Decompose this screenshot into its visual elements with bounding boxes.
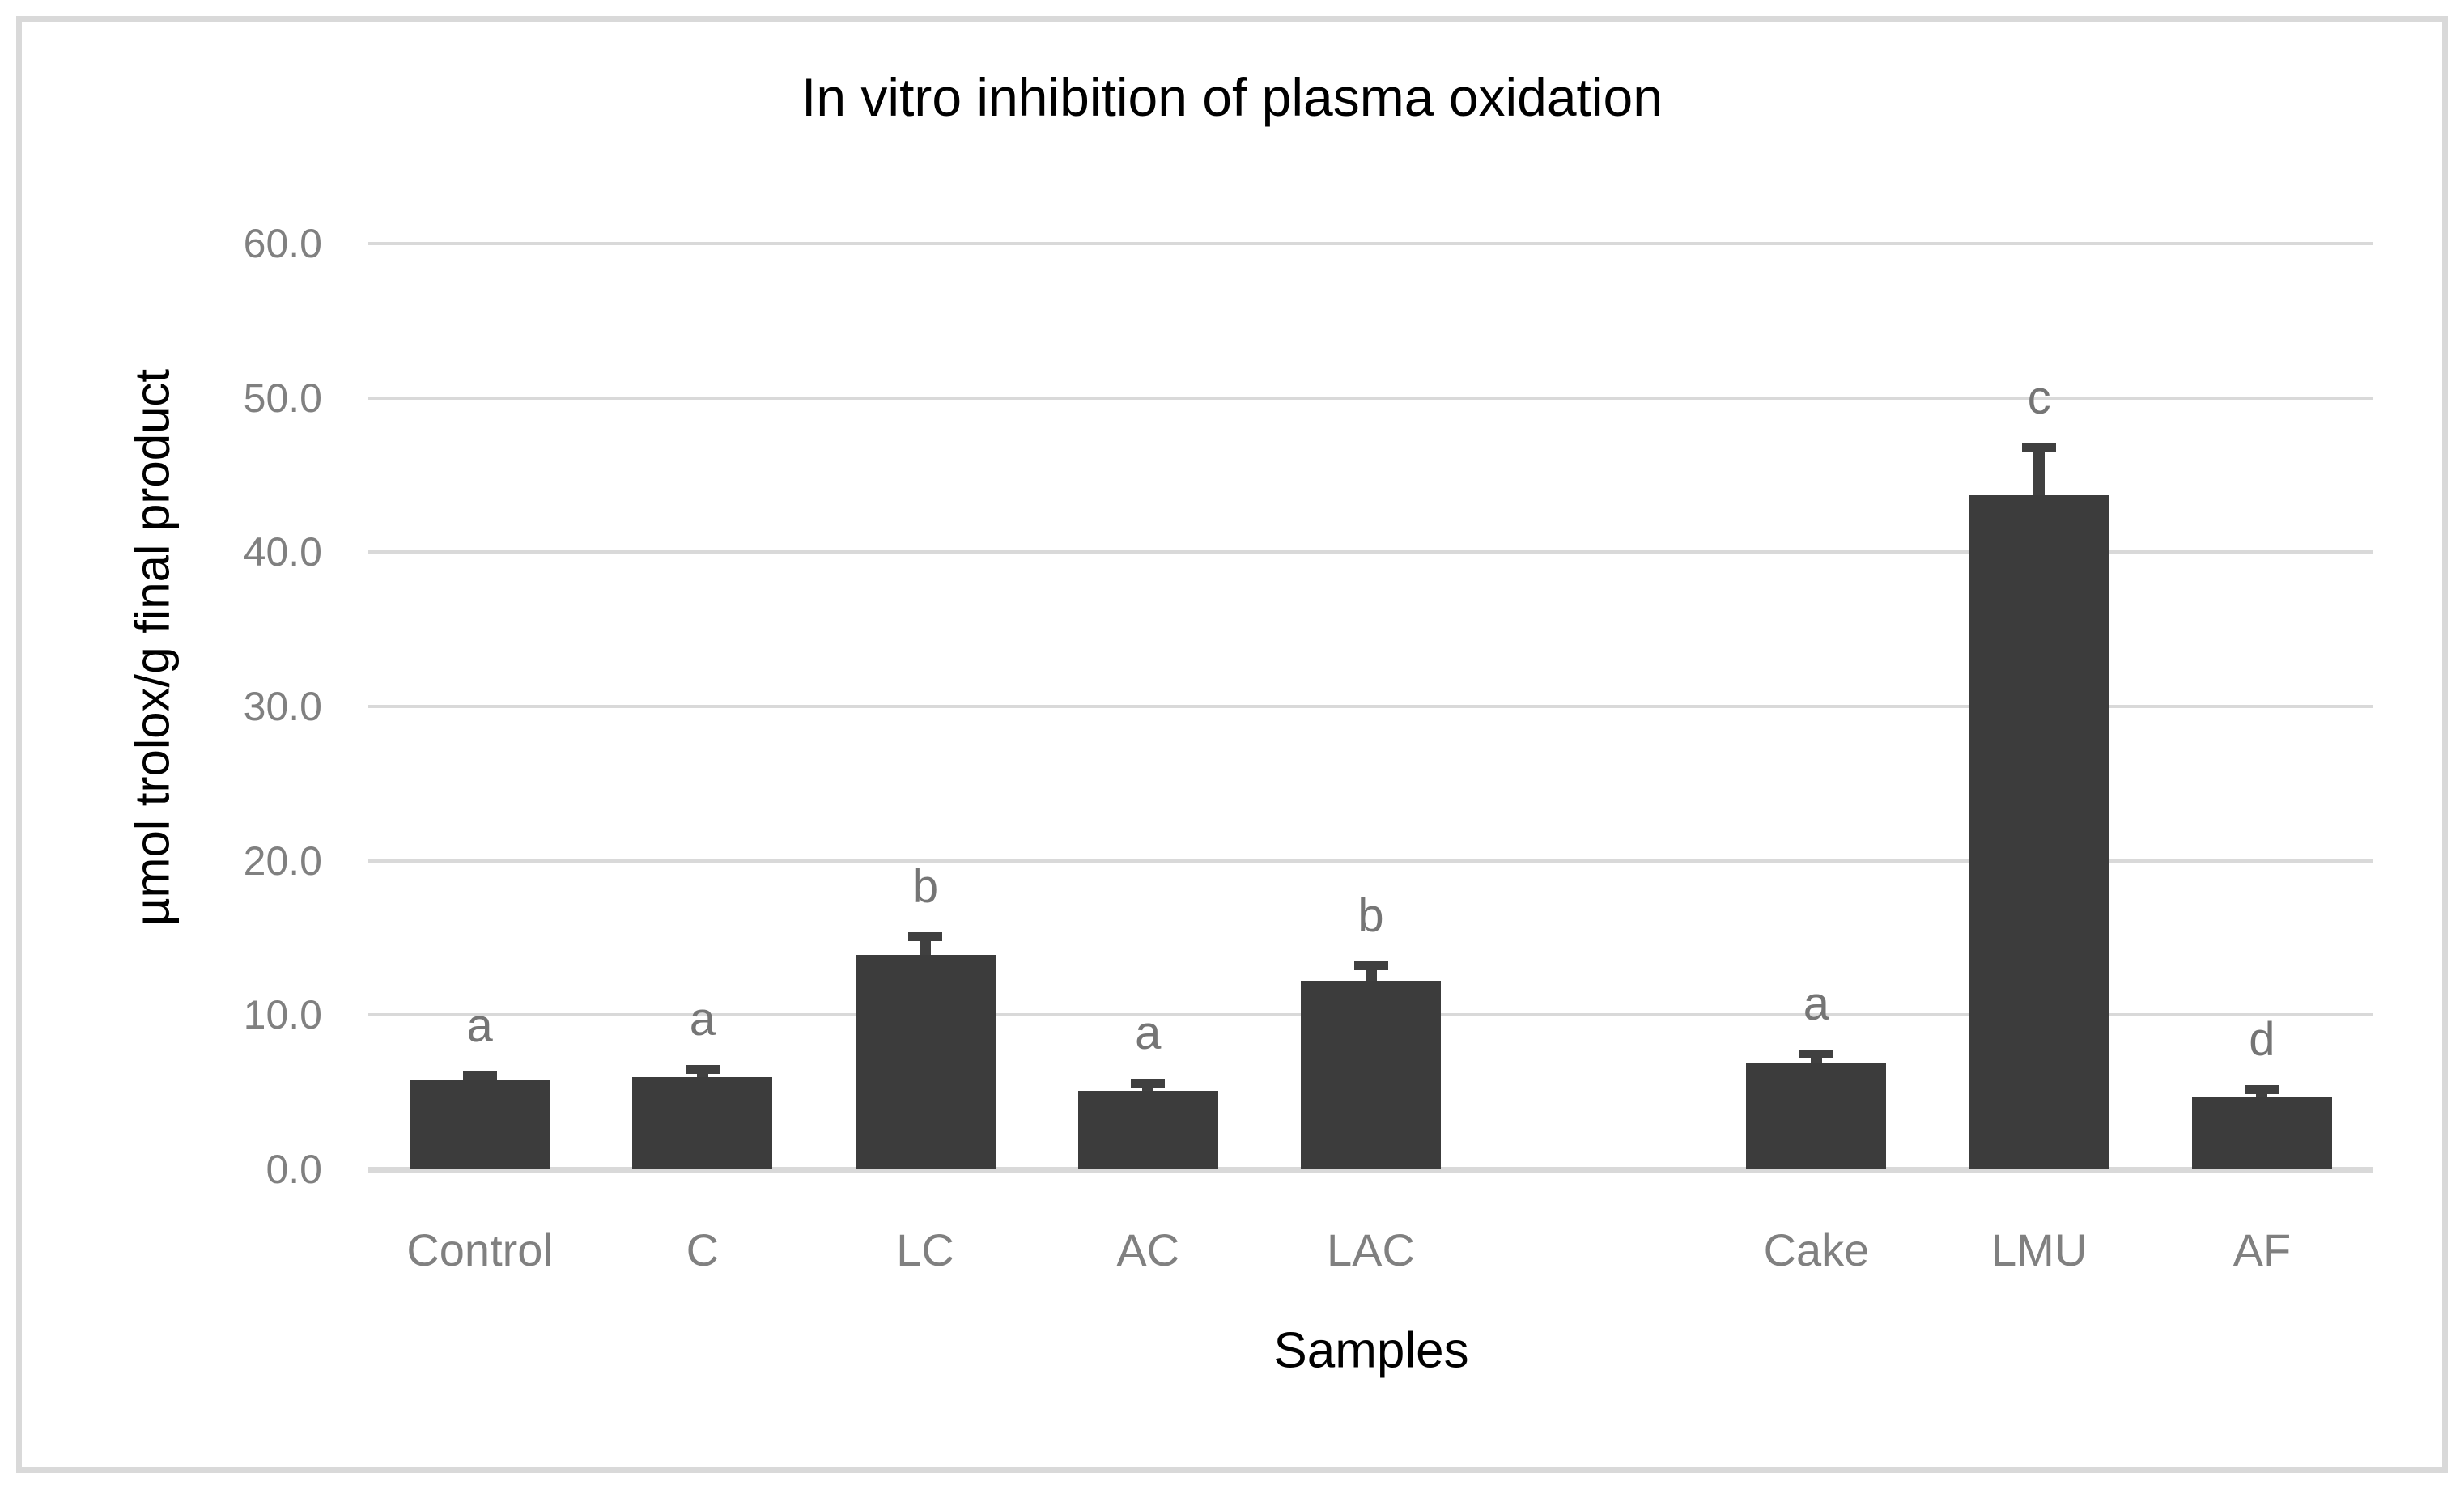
x-tick-label: LAC (1327, 1224, 1415, 1275)
y-tick-label: 20.0 (243, 838, 322, 884)
significance-letter: b (911, 860, 939, 914)
gridline (368, 859, 2373, 863)
x-tick-label: Control (406, 1224, 553, 1275)
gridline (368, 396, 2373, 400)
x-tick-label: LC (896, 1224, 954, 1275)
significance-letter: a (1803, 978, 1830, 1030)
bar-cake (1746, 1063, 1887, 1169)
x-tick-label: AF (2232, 1224, 2292, 1275)
error-bar-cap (1799, 1050, 1833, 1058)
significance-letter: a (689, 993, 716, 1046)
error-bar-cap (1131, 1079, 1166, 1088)
chart-title: In vitro inhibition of plasma oxidation (801, 67, 1663, 127)
x-axis-line (368, 1167, 2373, 1173)
x-tick-label: AC (1116, 1224, 1180, 1275)
bar-control (410, 1080, 550, 1169)
bar-lac (1301, 981, 1441, 1169)
y-tick-label: 30.0 (243, 684, 322, 729)
bar-lc (855, 954, 996, 1169)
error-bar-cap (908, 932, 943, 942)
gridline (368, 242, 2373, 245)
y-tick-label: 10.0 (243, 992, 322, 1038)
significance-letter: b (1357, 889, 1384, 943)
bar-c (632, 1076, 773, 1169)
bar-lmu (1969, 494, 2109, 1169)
x-tick-label: LMU (1991, 1224, 2088, 1275)
error-bar-cap (1353, 961, 1388, 971)
x-tick-label: Cake (1763, 1224, 1870, 1275)
x-axis-title: Samples (1273, 1322, 1469, 1379)
significance-letter: a (466, 999, 493, 1052)
x-tick-label: C (686, 1224, 720, 1275)
y-tick-label: 0.0 (266, 1147, 322, 1192)
error-bar-cap (685, 1065, 720, 1075)
significance-letter: a (1135, 1007, 1162, 1060)
error-bar-cap (462, 1071, 497, 1080)
y-tick-label: 50.0 (243, 375, 322, 421)
y-tick-label: 60.0 (243, 221, 322, 266)
error-bar-cap (2245, 1084, 2279, 1094)
error-bar-whisker (2033, 447, 2046, 495)
bar-ac (1077, 1090, 1218, 1169)
significance-letter: c (2027, 371, 2051, 424)
significance-letter: d (2249, 1012, 2275, 1066)
gridline (368, 550, 2373, 554)
y-tick-label: 40.0 (243, 529, 322, 575)
gridline (368, 705, 2373, 708)
error-bar-cap (2022, 443, 2057, 452)
bar-af (2191, 1097, 2332, 1169)
